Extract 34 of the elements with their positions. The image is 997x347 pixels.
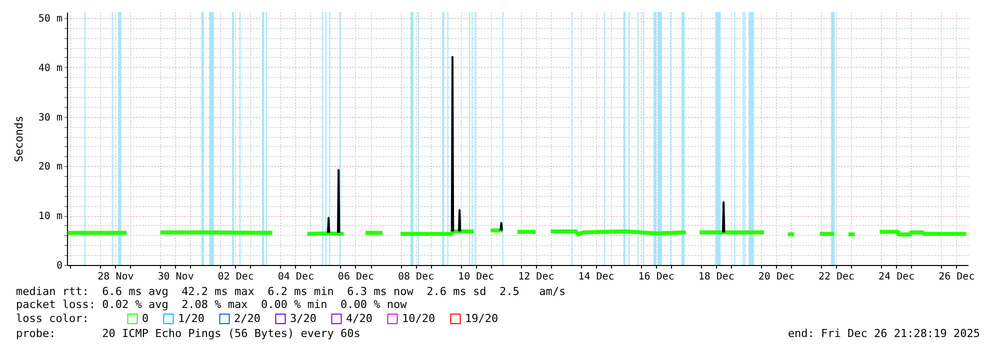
- legend-title: loss color:: [16, 312, 89, 325]
- x-tick-label: 08 Dec: [398, 272, 434, 282]
- x-tick-label: 30 Nov: [158, 272, 194, 282]
- y-axis-title: Seconds: [12, 116, 26, 162]
- y-tick-label: 10 m: [38, 211, 62, 222]
- y-tick-label: 50 m: [38, 13, 62, 24]
- y-tick-label: 30 m: [38, 112, 62, 124]
- x-tick-label: 16 Dec: [638, 272, 674, 282]
- legend-label: 0: [142, 312, 149, 325]
- x-tick-label: 14 Dec: [578, 272, 614, 282]
- legend-label: 10/20: [402, 312, 436, 325]
- x-tick-label: 10 Dec: [458, 272, 494, 282]
- x-tick-label: 20 Dec: [758, 272, 795, 282]
- legend-label: 4/20: [346, 312, 372, 325]
- x-tick-label: 18 Dec: [698, 272, 734, 282]
- y-tick-label: 40 m: [38, 62, 62, 74]
- x-tick-label: 28 Nov: [98, 272, 134, 282]
- x-tick-label: 24 Dec: [878, 272, 915, 282]
- text: probe: 20 ICMP Echo Pings (56 Bytes) every 60s: [16, 327, 360, 340]
- text: end: Fri Dec 26 21:28:19 2025: [788, 327, 980, 340]
- x-tick-label: 12 Dec: [518, 272, 554, 282]
- x-tick-label: 22 Dec: [818, 272, 855, 282]
- legend-label: 1/20: [178, 312, 204, 325]
- x-tick-label: 26 Dec: [938, 272, 975, 282]
- x-tick-label: 04 Dec: [278, 272, 314, 282]
- x-tick-label: 06 Dec: [338, 272, 374, 282]
- text: median rtt: 6.6 ms avg 42.2 ms max 6.2 ms min 6.3 ms now 2.6 ms sd 2.5 am/s: [16, 285, 566, 298]
- y-tick-label: 20 m: [38, 162, 62, 173]
- y-tick-label: 0: [56, 260, 62, 272]
- legend-label: 19/20: [465, 312, 498, 325]
- legend-label: 2/20: [234, 312, 260, 325]
- x-tick-label: 02 Dec: [218, 272, 254, 282]
- legend-label: 3/20: [290, 312, 316, 325]
- text: packet loss: 0.02 % avg 2.08 % max 0.00 % min 0.00 % now: [16, 298, 407, 311]
